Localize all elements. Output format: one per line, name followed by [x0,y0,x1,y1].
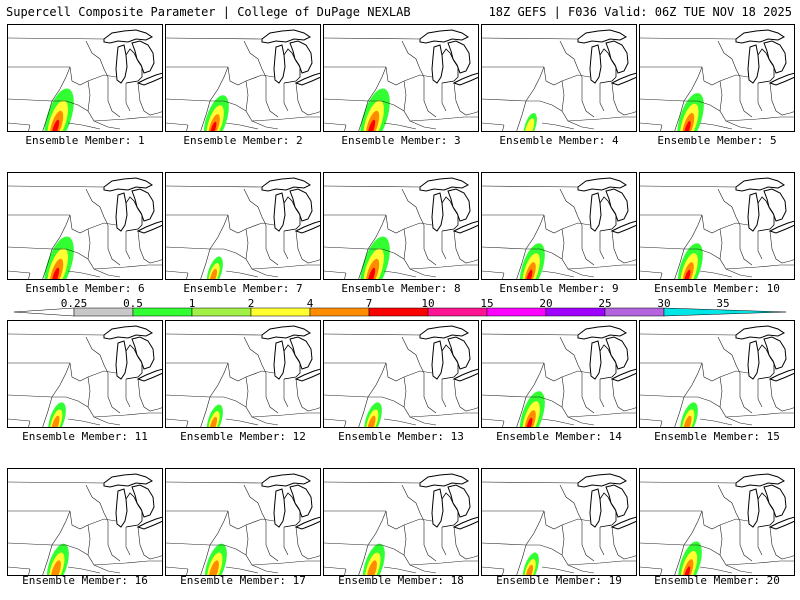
ensemble-member-map [7,24,163,132]
ensemble-member-map [7,320,163,428]
ensemble-member-label: Ensemble Member: 16 [22,574,148,587]
scp-shading [203,95,229,131]
colorbar-tick-label: 1 [188,297,196,310]
scp-shading [522,552,539,575]
ensemble-member-label: Ensemble Member: 5 [657,134,777,147]
colorbar-tick-label: 0.5 [123,297,143,310]
scp-shading [360,236,390,279]
ensemble-member-map [639,320,795,428]
ensemble-member-label: Ensemble Member: 12 [180,430,306,443]
ensemble-member-label: Ensemble Member: 9 [499,282,619,295]
ensemble-member-label: Ensemble Member: 20 [654,574,780,587]
ensemble-member-map [639,24,795,132]
ensemble-member-map [165,320,321,428]
colorbar-tick-label: 15 [480,297,494,310]
colorbar-tick-label: 10 [421,297,435,310]
colorbar-tick-label: 30 [657,297,671,310]
scp-shading [48,402,66,427]
colorbar-tick-label: 35 [716,297,730,310]
ensemble-member-map [165,24,321,132]
scp-shading [362,543,385,575]
ensemble-member-map [481,172,637,280]
scp-shading [206,404,223,427]
ensemble-member-label: Ensemble Member: 2 [183,134,303,147]
ensemble-member-map [323,24,479,132]
ensemble-member-map [7,468,163,576]
colorbar-segment [427,307,488,317]
ensemble-member-label: Ensemble Member: 14 [496,430,622,443]
color-scale-legend [13,307,787,317]
colorbar-segment [545,307,606,317]
ensemble-member-map [481,24,637,132]
colorbar-tick-label: 0.25 [60,297,88,310]
colorbar-segment [604,307,665,317]
scp-shading [678,541,702,575]
scp-shading [206,256,223,279]
colorbar-segment [191,307,252,317]
ensemble-member-label: Ensemble Member: 7 [183,282,303,295]
ensemble-member-label: Ensemble Member: 15 [654,430,780,443]
page-title: Supercell Composite Parameter | College … [6,5,411,19]
colorbar-tick-label: 4 [306,297,314,310]
scp-shading [680,402,698,427]
ensemble-member-label: Ensemble Member: 18 [338,574,464,587]
ensemble-member-label: Ensemble Member: 13 [338,430,464,443]
scp-shading [523,112,537,131]
colorbar-tick-label: 20 [539,297,553,310]
scp-shading [519,243,545,279]
ensemble-member-label: Ensemble Member: 11 [22,430,148,443]
run-info: 18Z GEFS | F036 Valid: 06Z TUE NOV 18 20… [488,5,792,19]
ensemble-member-map [639,172,795,280]
colorbar-tick-label: 25 [598,297,612,310]
scp-shading [519,391,545,427]
ensemble-member-label: Ensemble Member: 1 [25,134,145,147]
ensemble-member-map [323,320,479,428]
scp-shading [46,543,69,575]
ensemble-member-map [165,172,321,280]
scp-shading [44,88,74,131]
ensemble-member-map [323,172,479,280]
ensemble-member-map [7,172,163,280]
colorbar-segment [309,307,370,317]
ensemble-member-label: Ensemble Member: 8 [341,282,461,295]
ensemble-member-label: Ensemble Member: 19 [496,574,622,587]
scp-shading [44,236,74,279]
ensemble-member-label: Ensemble Member: 3 [341,134,461,147]
ensemble-member-label: Ensemble Member: 17 [180,574,306,587]
colorbar-tick-label: 2 [247,297,255,310]
ensemble-member-map [323,468,479,576]
colorbar-upper-arrow [663,307,787,317]
scp-shading [204,543,227,575]
colorbar-segment [250,307,311,317]
colorbar-segment [486,307,547,317]
colorbar-segment [368,307,429,317]
scp-shading [677,243,703,279]
scp-shading [360,88,390,131]
ensemble-member-label: Ensemble Member: 10 [654,282,780,295]
ensemble-member-label: Ensemble Member: 4 [499,134,619,147]
scp-shading [677,92,704,131]
ensemble-member-map [481,468,637,576]
scp-shading [364,402,382,427]
ensemble-member-label: Ensemble Member: 6 [25,282,145,295]
ensemble-member-map [165,468,321,576]
ensemble-member-map [481,320,637,428]
colorbar-tick-label: 7 [365,297,373,310]
ensemble-member-map [639,468,795,576]
